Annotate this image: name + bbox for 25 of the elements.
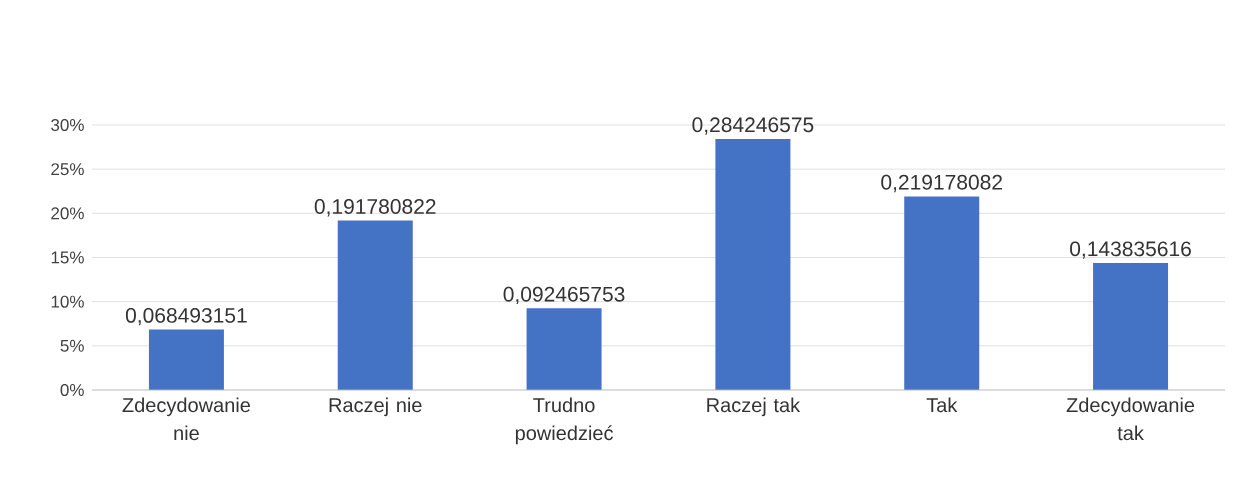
y-tick-label: 5% bbox=[60, 339, 84, 352]
data-label: 0,219178082 bbox=[881, 174, 1002, 193]
bar bbox=[148, 329, 224, 390]
x-tick-label: Raczej nie bbox=[329, 397, 422, 417]
y-tick-label: 25% bbox=[51, 163, 84, 176]
data-label: 0,284246575 bbox=[692, 117, 814, 135]
y-tick-label: 10% bbox=[51, 295, 84, 308]
bar bbox=[526, 308, 602, 390]
bar bbox=[1093, 262, 1169, 390]
data-label: 0,191780822 bbox=[314, 199, 436, 217]
y-tick-label: 30% bbox=[51, 118, 84, 132]
data-label: 0,143835616 bbox=[1070, 241, 1191, 259]
data-label: 0,092465753 bbox=[503, 286, 625, 305]
x-tick-label: Zdecydowanie tak bbox=[1066, 397, 1195, 441]
bar bbox=[715, 138, 791, 390]
y-tick-label: 20% bbox=[51, 207, 84, 220]
bar bbox=[904, 196, 980, 390]
bar bbox=[337, 220, 413, 390]
x-tick-label: Zdecydowanie nie bbox=[122, 397, 250, 441]
y-tick-label: 15% bbox=[51, 251, 84, 264]
x-tick-label: Raczej tak bbox=[707, 397, 801, 417]
x-tick-label: Tak bbox=[926, 397, 958, 413]
data-label: 0,068493151 bbox=[125, 307, 247, 326]
y-tick-label: 0% bbox=[60, 383, 84, 397]
x-tick-label: Trudno powiedzieć bbox=[515, 397, 613, 445]
